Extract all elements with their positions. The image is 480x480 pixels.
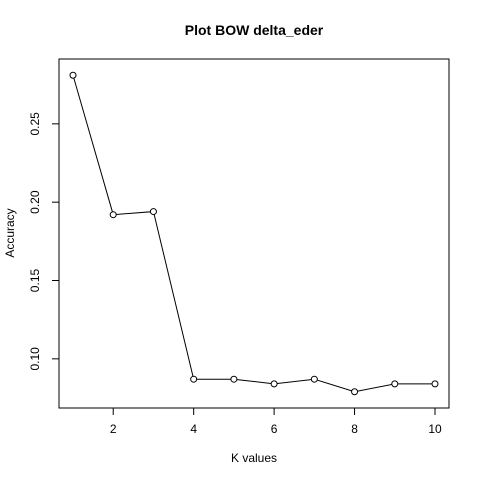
plot-frame [58, 58, 450, 409]
x-axis: 2 4 6 8 10 [110, 408, 442, 436]
data-point [391, 380, 399, 388]
data-point [270, 380, 278, 388]
y-tick-label: 0.20 [28, 190, 42, 214]
y-axis: 0.10 0.15 0.20 0.25 [28, 112, 59, 371]
chart-title: Plot BOW delta_eder [185, 22, 324, 38]
data-point [190, 375, 198, 383]
y-tick-label: 0.15 [28, 268, 42, 292]
data-point [431, 380, 439, 388]
x-tick-label: 8 [351, 422, 358, 436]
data-point [109, 211, 117, 219]
data-point [351, 388, 359, 396]
x-tick-label: 6 [271, 422, 278, 436]
x-tick-label: 2 [110, 422, 117, 436]
data-point [310, 375, 318, 383]
data-points [69, 71, 439, 396]
y-axis-label: Accuracy [3, 208, 17, 257]
x-axis-label: K values [231, 451, 277, 465]
y-tick-label: 0.10 [28, 347, 42, 371]
x-tick-label: 4 [190, 422, 197, 436]
x-tick-label: 10 [428, 422, 442, 436]
data-point [149, 208, 157, 216]
series-line [72, 75, 435, 393]
data-point [230, 375, 238, 383]
data-point [69, 71, 77, 79]
y-tick-label: 0.25 [28, 112, 42, 136]
